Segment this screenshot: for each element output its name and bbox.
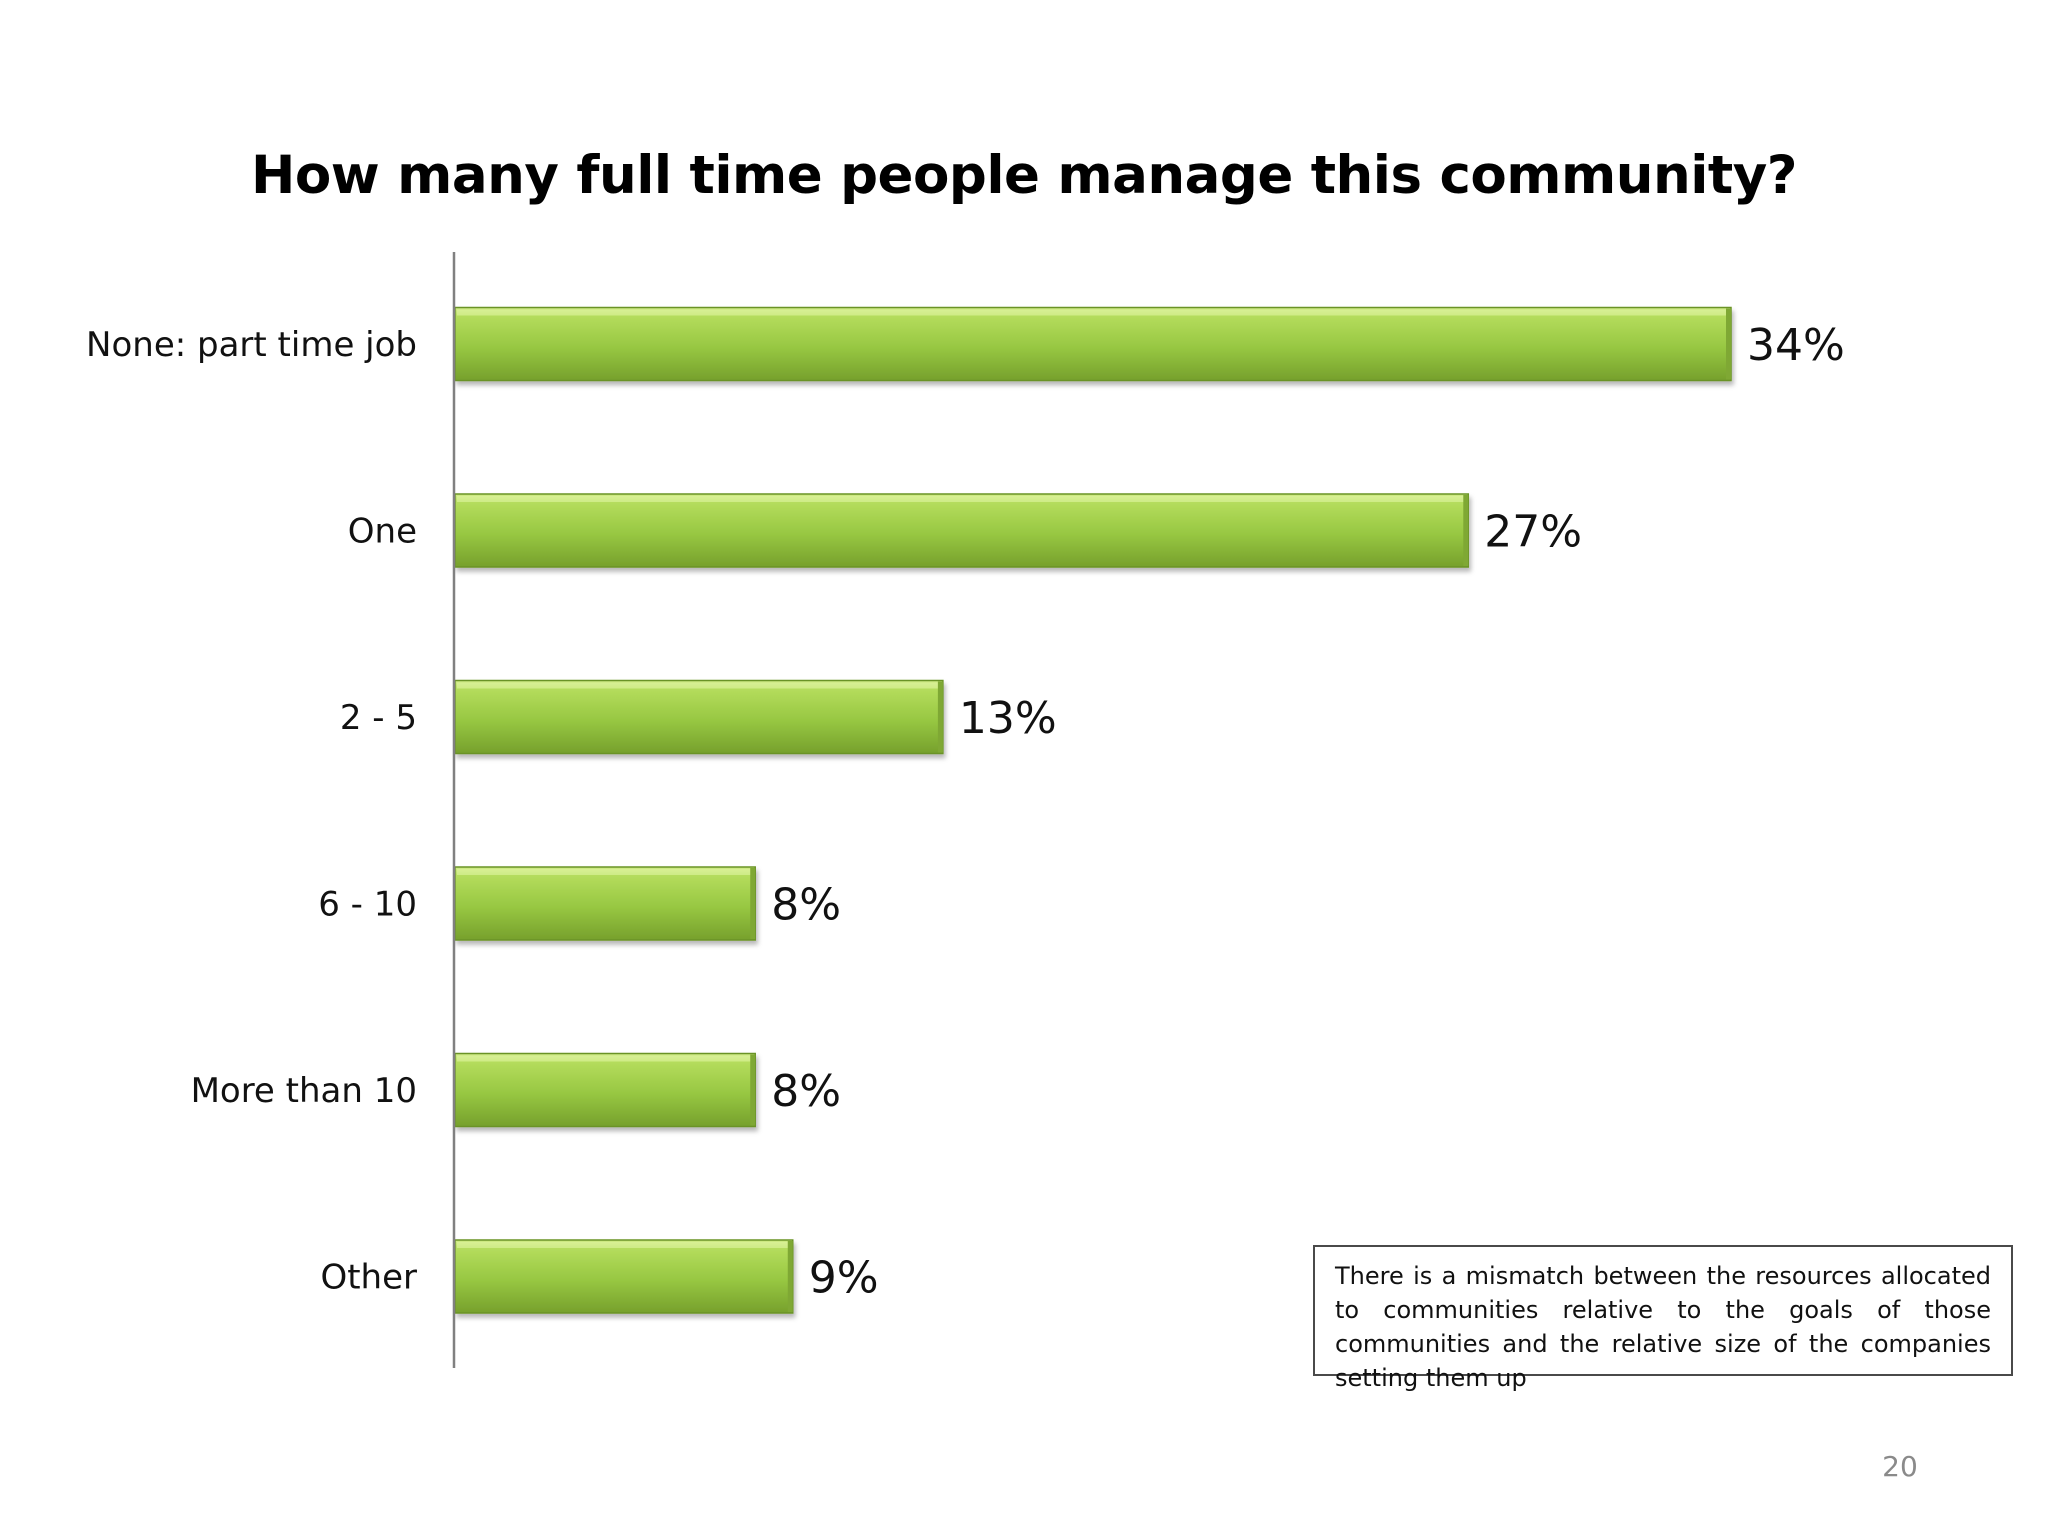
bar-highlight-2 bbox=[457, 682, 941, 689]
bar-highlight-0 bbox=[457, 309, 1729, 316]
value-label-0: 34% bbox=[1747, 320, 1845, 371]
value-label-4: 8% bbox=[771, 1066, 841, 1117]
bar-highlight-3 bbox=[457, 869, 754, 875]
bar-highlight-5 bbox=[457, 1242, 791, 1248]
annotation-note: There is a mismatch between the resource… bbox=[1313, 1245, 2013, 1392]
chart-title: How many full time people manage this co… bbox=[251, 145, 1798, 206]
bar-highlight-4 bbox=[457, 1055, 754, 1062]
bar-5 bbox=[454, 1239, 794, 1314]
value-label-2: 13% bbox=[959, 693, 1057, 744]
category-label-1: One bbox=[348, 512, 417, 552]
page-number: 20 bbox=[1882, 1450, 1918, 1483]
value-label-5: 9% bbox=[809, 1253, 879, 1304]
bar-edge-4 bbox=[750, 1054, 756, 1126]
bar-2 bbox=[454, 679, 944, 755]
bar-0 bbox=[454, 306, 1732, 382]
bar-edge-5 bbox=[787, 1241, 793, 1312]
category-label-4: More than 10 bbox=[191, 1071, 417, 1111]
value-label-3: 8% bbox=[771, 880, 841, 931]
bar-edge-0 bbox=[1726, 308, 1731, 380]
bar-highlight-1 bbox=[457, 496, 1467, 502]
category-label-3: 6 - 10 bbox=[318, 885, 417, 925]
bar-edge-2 bbox=[937, 681, 943, 753]
category-label-2: 2 - 5 bbox=[340, 698, 417, 738]
category-label-0: None: part time job bbox=[86, 325, 417, 365]
category-label-5: Other bbox=[320, 1258, 417, 1298]
bar-4 bbox=[454, 1052, 756, 1128]
bar-edge-1 bbox=[1463, 495, 1469, 566]
bar-3 bbox=[454, 866, 756, 941]
bar-1 bbox=[454, 493, 1470, 568]
value-label-1: 27% bbox=[1484, 507, 1582, 558]
bar-edge-3 bbox=[750, 868, 756, 939]
